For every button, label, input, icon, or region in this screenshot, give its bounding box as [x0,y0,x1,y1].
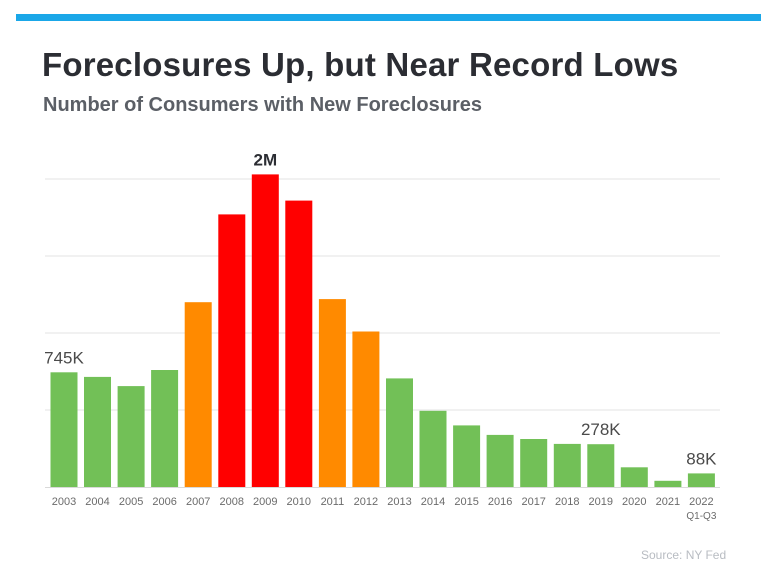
bar-2015 [453,425,481,487]
x-tick-label-2013: 2013 [387,496,411,508]
bar-2008 [218,214,246,487]
bar-2019 [587,444,615,487]
x-tick-label-2004: 2004 [85,496,109,508]
x-tick-label-2003: 2003 [52,496,76,508]
x-tick-label-2008: 2008 [220,496,244,508]
x-tick-label-2014: 2014 [421,496,445,508]
x-tick-label-2020: 2020 [622,496,646,508]
bar-2011 [318,299,346,487]
bar-2004 [84,376,111,487]
x-tick-label-2012: 2012 [354,496,378,508]
bar-2018 [553,443,581,487]
data-label-2009: 2M [253,150,277,169]
bar-2017 [520,439,548,487]
bar-2010 [285,200,313,487]
x-tick-label-2015: 2015 [454,496,478,508]
top-accent-bar [16,14,761,21]
x-tick-label-2021: 2021 [656,496,680,508]
x-tick-label-2010: 2010 [287,496,311,508]
bar-2003 [50,372,78,487]
data-label-2022: 88K [686,449,717,468]
bar-2021 [654,480,682,487]
bar-2016 [486,434,514,487]
bar-2006 [151,370,179,487]
chart-title: Foreclosures Up, but Near Record Lows [42,46,679,83]
x-tick-label-2006: 2006 [152,496,176,508]
x-tick-label-2017: 2017 [521,496,545,508]
x-tick-label-2005: 2005 [119,496,143,508]
bar-2013 [386,378,413,487]
x-tick-sublabel-2022: Q1-Q3 [686,511,716,522]
bar-2009 [251,174,279,487]
source-note: Source: NY Fed [641,548,727,562]
chart-subtitle: Number of Consumers with New Foreclosure… [43,94,482,116]
x-tick-label-2016: 2016 [488,496,512,508]
x-tick-label-2009: 2009 [253,496,277,508]
bar-2020 [620,467,648,487]
x-tick-label-2022: 2022 [689,496,713,508]
bar-2012 [352,331,380,487]
x-tick-label-2011: 2011 [321,496,345,508]
data-label-2019: 278K [581,420,621,439]
bar-2005 [117,386,145,487]
bar-2007 [184,302,212,487]
data-label-2003: 745K [44,348,84,367]
bar-2022 [687,473,715,487]
x-tick-label-2018: 2018 [555,496,579,508]
bar-2014 [419,410,447,487]
x-tick-label-2007: 2007 [186,496,210,508]
x-tick-label-2019: 2019 [589,496,613,508]
